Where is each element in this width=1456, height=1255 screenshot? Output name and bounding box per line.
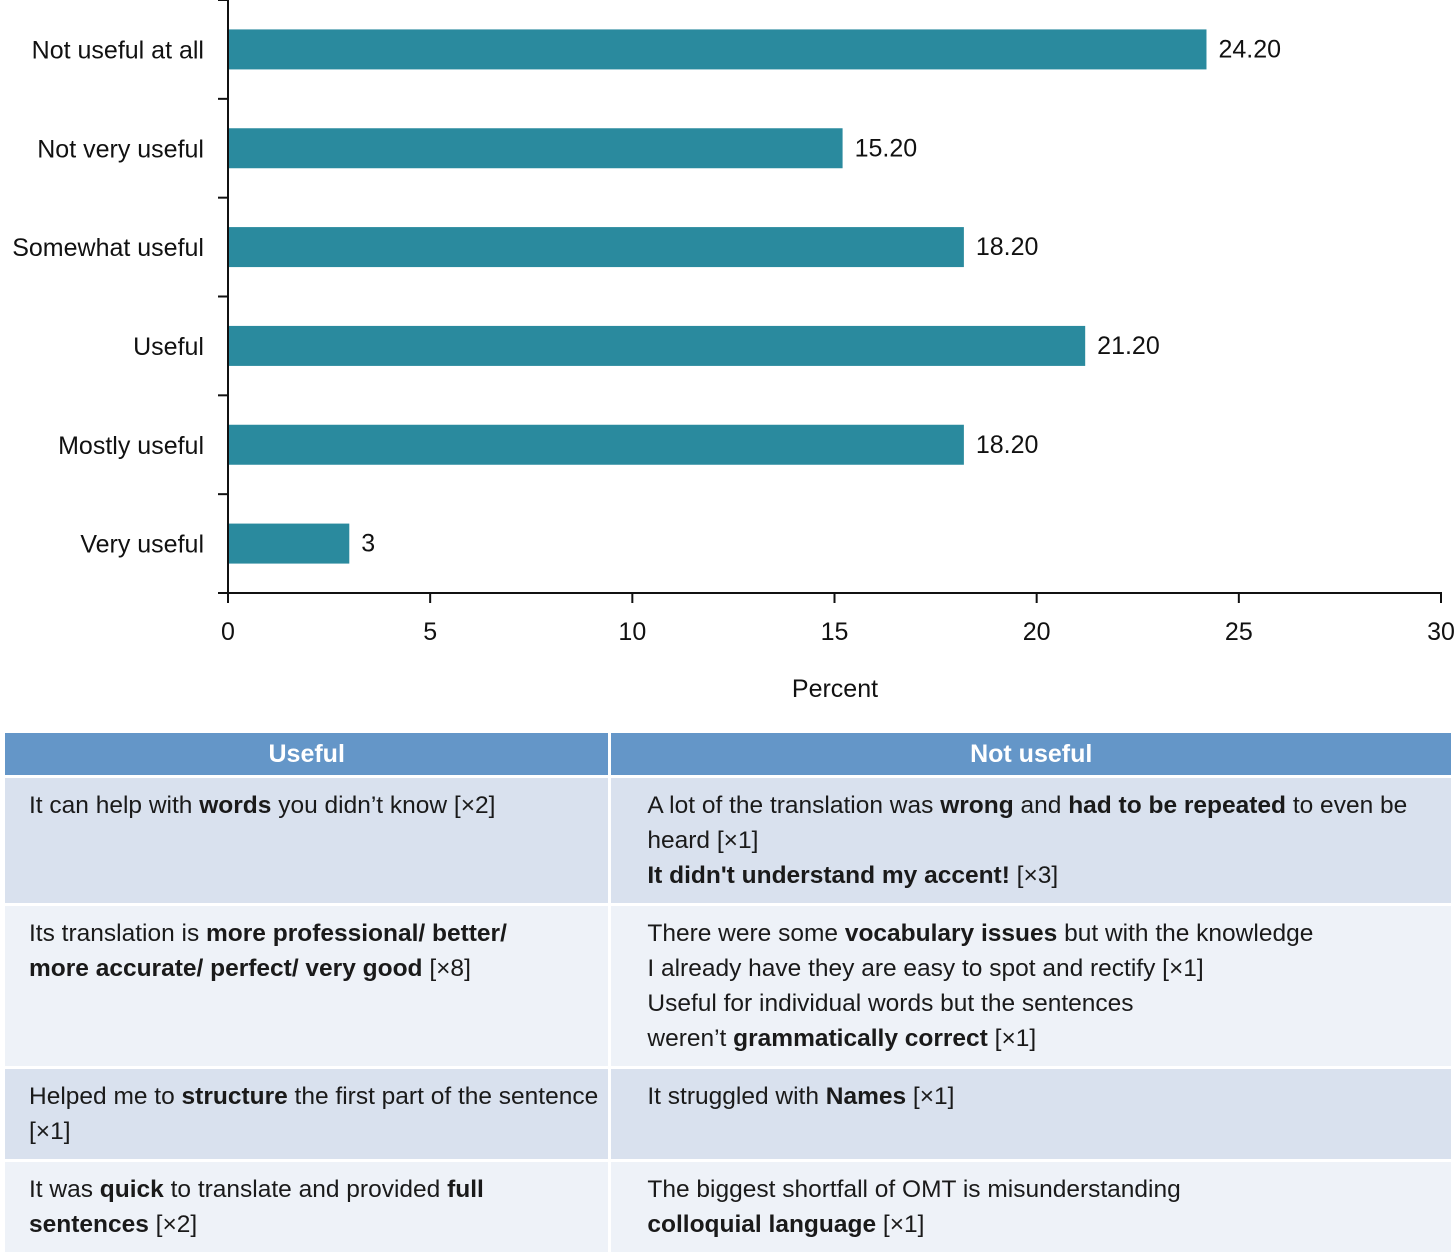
text: Helped me to xyxy=(29,1083,182,1110)
x-tick-label: 25 xyxy=(1225,618,1253,646)
bar xyxy=(229,128,843,169)
x-axis-label: Percent xyxy=(792,675,878,703)
table-row: It can help with words you didn’t know [… xyxy=(5,778,1451,903)
bar xyxy=(229,325,1086,366)
bold-text: words xyxy=(199,792,272,819)
table-row: It was quick to translate and provided f… xyxy=(5,1162,1451,1252)
text: and xyxy=(1013,792,1069,819)
text: [×1] xyxy=(987,1025,1037,1052)
bold-text: had to be repeated xyxy=(1068,792,1287,819)
bold-text: more accurate/ perfect/ very good xyxy=(29,955,423,982)
bold-text: structure xyxy=(181,1083,288,1110)
text: It can help with xyxy=(29,792,200,819)
bold-text: grammatically correct xyxy=(733,1025,988,1052)
x-tick-label: 20 xyxy=(1023,618,1051,646)
x-tick-label: 0 xyxy=(221,618,235,646)
bar xyxy=(229,29,1207,70)
table-row: Its translation is more professional/ be… xyxy=(5,906,1451,1066)
bold-text: vocabulary issues xyxy=(844,920,1058,947)
text: [×1] xyxy=(876,1211,925,1238)
text: It was xyxy=(29,1176,100,1203)
text: [×1] xyxy=(906,1083,955,1110)
comments-table: Useful Not useful It can help with words… xyxy=(2,730,1454,1255)
x-tick-label: 15 xyxy=(821,618,849,646)
text: [×3] xyxy=(1009,862,1059,889)
header-not-useful: Not useful xyxy=(611,733,1451,775)
bold-text: It didn't understand my accent! xyxy=(647,862,1010,889)
text: Useful for individual words but the sent… xyxy=(647,990,1134,1017)
value-label: 18.20 xyxy=(976,233,1039,261)
useful-cell: It was quick to translate and provided f… xyxy=(5,1162,609,1252)
text: A lot of the translation was xyxy=(647,792,941,819)
value-label: 3 xyxy=(361,530,375,558)
not-useful-cell: There were some vocabulary issues but wi… xyxy=(611,906,1451,1066)
text: the first part of the sentence [×1] xyxy=(29,1083,599,1145)
category-label: Not very useful xyxy=(37,135,204,163)
bold-text: wrong xyxy=(940,792,1014,819)
table-row: Helped me to structure the first part of… xyxy=(5,1069,1451,1159)
text: to translate and provided xyxy=(163,1176,448,1203)
x-tick-label: 5 xyxy=(423,618,437,646)
useful-cell: It can help with words you didn’t know [… xyxy=(5,778,609,903)
text: It struggled with xyxy=(647,1083,826,1110)
text: to even be heard [×1] xyxy=(647,792,1408,854)
header-useful: Useful xyxy=(5,733,609,775)
bold-text: Names xyxy=(825,1083,907,1110)
not-useful-cell: The biggest shortfall of OMT is misunder… xyxy=(611,1162,1451,1252)
category-label: Mostly useful xyxy=(58,432,204,460)
not-useful-cell: A lot of the translation was wrong and h… xyxy=(611,778,1451,903)
bar xyxy=(229,424,964,465)
value-label: 21.20 xyxy=(1097,332,1160,360)
value-label: 18.20 xyxy=(976,431,1039,459)
bar xyxy=(229,227,964,268)
useful-cell: Helped me to structure the first part of… xyxy=(5,1069,609,1159)
text: weren’t xyxy=(647,1025,734,1052)
category-label: Not useful at all xyxy=(32,36,204,64)
text: you didn’t know [×2] xyxy=(271,792,496,819)
not-useful-cell: It struggled with Names [×1] xyxy=(611,1069,1451,1159)
x-tick-label: 30 xyxy=(1427,618,1455,646)
useful-cell: Its translation is more professional/ be… xyxy=(5,906,609,1066)
x-tick-label: 10 xyxy=(618,618,646,646)
text: [×2] xyxy=(148,1211,198,1238)
category-label: Somewhat useful xyxy=(12,234,204,262)
text: There were some xyxy=(647,920,845,947)
text: Its translation is xyxy=(29,920,207,947)
text: but with the knowledge xyxy=(1057,920,1314,947)
category-label: Useful xyxy=(133,333,204,361)
value-label: 15.20 xyxy=(855,134,918,162)
value-label: 24.20 xyxy=(1218,35,1281,63)
bar-chart: Not useful at all 24.20 Not very useful 15.… xyxy=(12,0,1455,703)
bold-text: quick xyxy=(99,1176,164,1203)
bold-text: colloquial language xyxy=(647,1211,877,1238)
text: [×8] xyxy=(422,955,471,982)
category-label: Very useful xyxy=(80,531,204,559)
bar xyxy=(229,523,350,564)
text: The biggest shortfall of OMT is misunder… xyxy=(647,1176,1181,1203)
text: I already have they are easy to spot and… xyxy=(647,955,1204,982)
bold-text: more professional/ better/ xyxy=(206,920,507,947)
